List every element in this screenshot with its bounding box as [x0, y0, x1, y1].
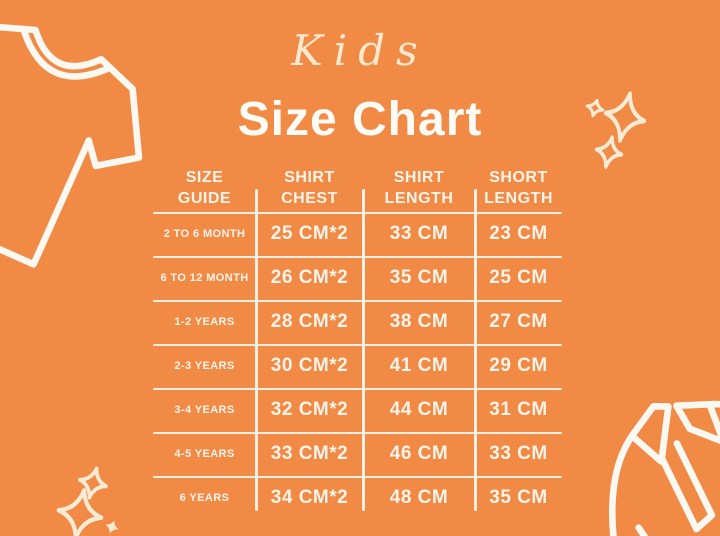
cell-shirt-length: 33 CM: [389, 223, 449, 244]
cell-shirt-chest: 30 CM*2: [270, 355, 349, 376]
table-divider: [153, 300, 562, 302]
column-header-shirt-length: SHIRT LENGTH: [384, 168, 454, 207]
polo-shirt-outline-icon: [608, 400, 720, 536]
cell-short-length: 35 CM: [489, 487, 548, 508]
table-divider: [153, 388, 562, 390]
row-label: 6 YEARS: [179, 492, 230, 504]
cell-shirt-chest: 32 CM*2: [270, 399, 349, 420]
table-divider: [361, 189, 365, 511]
cell-short-length: 33 CM: [489, 443, 548, 464]
table-divider: [153, 432, 562, 434]
cell-short-length: 25 CM: [489, 267, 548, 288]
cell-shirt-length: 48 CM: [389, 487, 449, 508]
cell-shirt-length: 44 CM: [389, 399, 449, 420]
kids-script-title: Kids: [291, 26, 429, 75]
sparkles-icon: [56, 466, 119, 536]
row-label: 6 TO 12 MONTH: [160, 272, 249, 284]
column-header-short-length: SHORT LENGTH: [484, 168, 553, 207]
cell-short-length: 29 CM: [489, 355, 548, 376]
row-label: 3-4 YEARS: [174, 404, 235, 416]
table-divider: [254, 189, 258, 511]
cell-shirt-chest: 25 CM*2: [270, 223, 349, 244]
cell-shirt-chest: 26 CM*2: [270, 267, 349, 288]
table-divider: [153, 212, 562, 214]
cell-short-length: 23 CM: [489, 223, 548, 244]
column-header-size-guide: SIZE GUIDE: [177, 168, 232, 207]
cell-shirt-length: 41 CM: [389, 355, 449, 376]
table-divider: [153, 256, 562, 258]
row-label: 1-2 YEARS: [174, 316, 235, 328]
column-header-shirt-chest: SHIRT CHEST: [281, 168, 338, 207]
cell-shirt-length: 35 CM: [389, 267, 449, 288]
page-title: Size Chart: [237, 93, 483, 146]
cell-short-length: 31 CM: [489, 399, 548, 420]
row-label: 2 TO 6 MONTH: [163, 228, 246, 240]
table-divider: [153, 476, 562, 478]
table-divider: [473, 189, 477, 511]
cell-shirt-length: 38 CM: [389, 311, 449, 332]
size-chart-table: SIZE GUIDE SHIRT CHEST SHIRT LENGTH SHOR…: [153, 163, 562, 520]
table-divider: [153, 344, 562, 346]
cell-shirt-length: 46 CM: [389, 443, 449, 464]
cell-shirt-chest: 33 CM*2: [270, 443, 349, 464]
row-label: 4-5 YEARS: [174, 448, 235, 460]
row-label: 2-3 YEARS: [174, 360, 235, 372]
cell-shirt-chest: 34 CM*2: [270, 487, 349, 508]
cell-shirt-chest: 28 CM*2: [270, 311, 349, 332]
cell-short-length: 27 CM: [489, 311, 548, 332]
